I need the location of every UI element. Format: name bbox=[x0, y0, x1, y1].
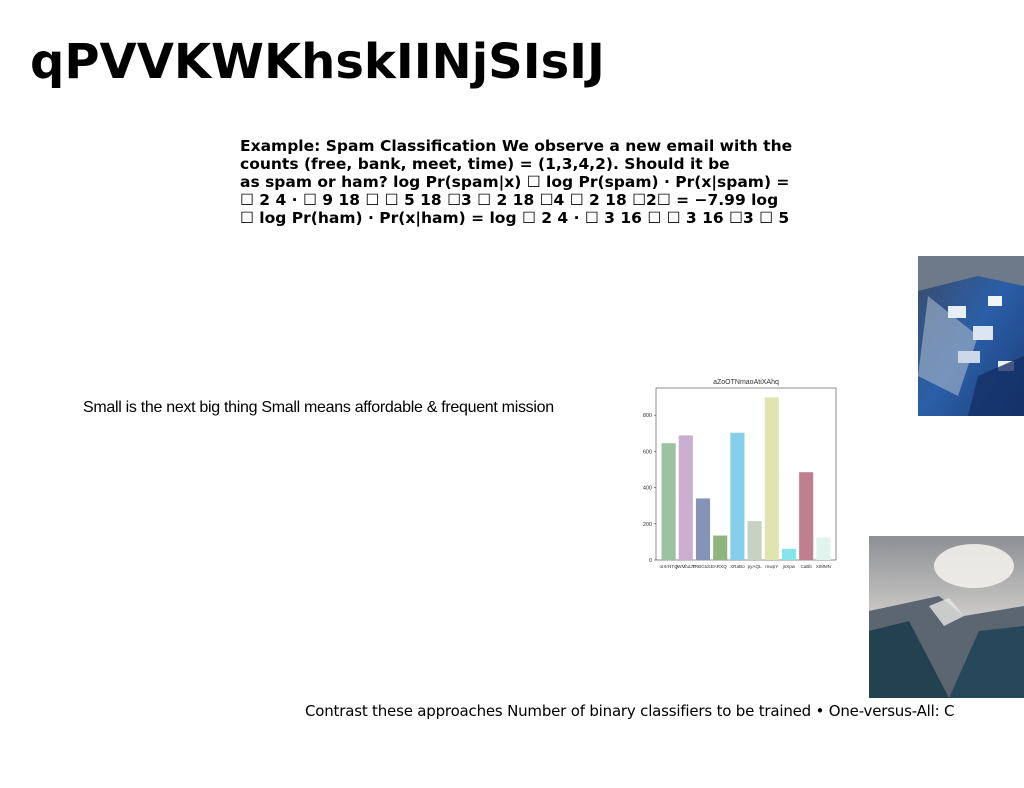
x-tick-label: rnwpY bbox=[765, 564, 778, 569]
body-line: ☐ 2 4 · ☐ 9 18 ☐ ☐ 5 18 ☐3 ☐ 2 18 ☐4 ☐ 2… bbox=[240, 191, 779, 209]
bar bbox=[695, 498, 711, 560]
y-tick-label: 0 bbox=[649, 558, 652, 564]
plot-frame bbox=[655, 387, 837, 561]
spam-example-text: Example: Spam Classification We observe … bbox=[240, 137, 840, 227]
harbor-photo-art bbox=[918, 256, 1024, 416]
slide-caption: Small is the next big thing Small means … bbox=[83, 399, 554, 416]
harbor-photo bbox=[918, 256, 1024, 416]
x-tick-label: ARXQ bbox=[714, 564, 727, 569]
bar bbox=[764, 397, 779, 560]
bar bbox=[781, 548, 797, 560]
bars bbox=[661, 397, 831, 560]
x-tick-label: jWMbdJT bbox=[675, 564, 696, 569]
mountain-photo-art bbox=[869, 536, 1024, 698]
x-tick-label: CaBb bbox=[800, 564, 812, 569]
body-line: as spam or ham? log Pr(spam|x) ☐ log Pr(… bbox=[240, 173, 790, 191]
y-tick-label: 600 bbox=[643, 449, 652, 455]
slide-title: qPVVKWKhskIINjSIsIJ bbox=[30, 34, 605, 90]
x-tick-label: TRBGIdcE bbox=[692, 564, 714, 569]
x-tick-label: XRaBo bbox=[730, 564, 745, 569]
bar bbox=[799, 472, 814, 560]
bar-chart: aZoOTNmaoAtiXAhq 0 200 400 600 800 oIXrNTQ jW… bbox=[640, 372, 840, 577]
x-tick-label: XtMMN bbox=[816, 564, 831, 569]
x-tick-label: jsXpw bbox=[782, 564, 796, 569]
chart-title: aZoOTNmaoAtiXAhq bbox=[713, 379, 779, 386]
body-line: Example: Spam Classification We observe … bbox=[240, 137, 793, 155]
x-tick-label: oIXrNTQ bbox=[660, 564, 679, 569]
mountain-photo bbox=[869, 536, 1024, 698]
y-tick-label: 200 bbox=[643, 522, 652, 528]
y-tick-label: 400 bbox=[643, 486, 652, 492]
body-line: counts (free, bank, meet, time) = (1,3,4… bbox=[240, 155, 730, 173]
slide-footer: Contrast these approaches Number of bina… bbox=[305, 702, 955, 720]
x-tick-label: pyAQL bbox=[748, 564, 762, 569]
bar bbox=[678, 435, 693, 560]
bar bbox=[747, 521, 762, 560]
y-axis: 0 200 400 600 800 bbox=[643, 413, 656, 564]
bar bbox=[730, 432, 745, 560]
y-tick-label: 800 bbox=[643, 413, 652, 419]
bar bbox=[816, 537, 831, 560]
bar bbox=[661, 443, 676, 560]
bar-chart-svg: aZoOTNmaoAtiXAhq 0 200 400 600 800 oIXrNTQjW… bbox=[643, 379, 837, 569]
body-line: ☐ log Pr(ham) · Pr(x|ham) = log ☐ 2 4 · … bbox=[240, 209, 790, 227]
bar bbox=[713, 535, 728, 560]
